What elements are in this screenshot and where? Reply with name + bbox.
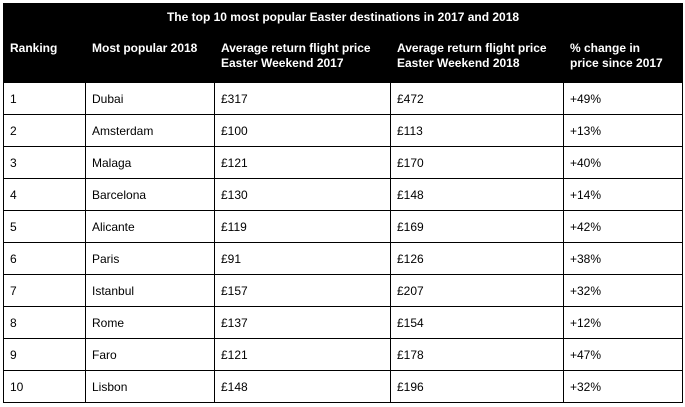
table-header-row: Ranking Most popular 2018 Average return… — [3, 30, 684, 83]
cell-destination: Alicante — [85, 210, 215, 243]
table-row: 8 Rome £137 £154 +12% — [3, 306, 684, 339]
cell-price-2017: £121 — [214, 338, 391, 371]
cell-ranking: 10 — [3, 370, 86, 403]
table-row: 2 Amsterdam £100 £113 +13% — [3, 114, 684, 147]
cell-ranking: 6 — [3, 242, 86, 275]
cell-price-2018: £148 — [390, 178, 564, 211]
cell-price-2017: £317 — [214, 82, 391, 115]
header-most-popular: Most popular 2018 — [85, 30, 215, 83]
cell-ranking: 8 — [3, 306, 86, 339]
table-row: 3 Malaga £121 £170 +40% — [3, 146, 684, 179]
cell-price-2018: £113 — [390, 114, 564, 147]
cell-destination: Malaga — [85, 146, 215, 179]
cell-price-2018: £178 — [390, 338, 564, 371]
cell-destination: Paris — [85, 242, 215, 275]
cell-destination: Faro — [85, 338, 215, 371]
cell-ranking: 7 — [3, 274, 86, 307]
cell-price-2018: £126 — [390, 242, 564, 275]
table-row: 5 Alicante £119 £169 +42% — [3, 210, 684, 243]
cell-price-2018: £170 — [390, 146, 564, 179]
table-title: The top 10 most popular Easter destinati… — [2, 3, 684, 31]
cell-price-2017: £137 — [214, 306, 391, 339]
cell-percent-change: +47% — [562, 338, 684, 371]
easter-destinations-table: The top 10 most popular Easter destinati… — [2, 3, 684, 403]
table-row: 6 Paris £91 £126 +38% — [3, 242, 684, 275]
cell-percent-change: +42% — [562, 210, 684, 243]
cell-percent-change: +32% — [562, 274, 684, 307]
cell-destination: Istanbul — [85, 274, 215, 307]
cell-price-2017: £100 — [214, 114, 391, 147]
cell-percent-change: +14% — [562, 178, 684, 211]
header-percent-change: % change in price since 2017 — [562, 30, 684, 83]
header-ranking: Ranking — [3, 30, 86, 83]
cell-price-2018: £472 — [390, 82, 564, 115]
cell-price-2017: £91 — [214, 242, 391, 275]
table-row: 9 Faro £121 £178 +47% — [3, 338, 684, 371]
table-body: 1 Dubai £317 £472 +49% 2 Amsterdam £100 … — [3, 82, 684, 403]
cell-price-2018: £169 — [390, 210, 564, 243]
cell-price-2017: £148 — [214, 370, 391, 403]
table-row: 7 Istanbul £157 £207 +32% — [3, 274, 684, 307]
cell-ranking: 2 — [3, 114, 86, 147]
header-line1: Average return flight price — [221, 41, 371, 55]
cell-price-2017: £130 — [214, 178, 391, 211]
cell-destination: Rome — [85, 306, 215, 339]
cell-ranking: 9 — [3, 338, 86, 371]
cell-destination: Dubai — [85, 82, 215, 115]
table-row: 1 Dubai £317 £472 +49% — [3, 82, 684, 115]
cell-price-2018: £207 — [390, 274, 564, 307]
header-line2: Easter Weekend 2017 — [221, 56, 344, 70]
cell-destination: Lisbon — [85, 370, 215, 403]
cell-percent-change: +12% — [562, 306, 684, 339]
header-price-2017: Average return flight price Easter Weeke… — [214, 30, 391, 83]
cell-percent-change: +32% — [562, 370, 684, 403]
cell-ranking: 1 — [3, 82, 86, 115]
header-line1: Average return flight price — [397, 41, 547, 55]
header-line1: Ranking — [10, 41, 58, 55]
cell-percent-change: +40% — [562, 146, 684, 179]
header-line2: price since 2017 — [570, 56, 663, 70]
cell-destination: Barcelona — [85, 178, 215, 211]
header-line1: % change in — [570, 41, 641, 55]
cell-destination: Amsterdam — [85, 114, 215, 147]
cell-price-2017: £119 — [214, 210, 391, 243]
cell-percent-change: +13% — [562, 114, 684, 147]
table-row: 4 Barcelona £130 £148 +14% — [3, 178, 684, 211]
cell-percent-change: +49% — [562, 82, 684, 115]
cell-price-2017: £157 — [214, 274, 391, 307]
header-line1: Most popular 2018 — [92, 41, 198, 55]
table-row: 10 Lisbon £148 £196 +32% — [3, 370, 684, 403]
header-price-2018: Average return flight price Easter Weeke… — [390, 30, 564, 83]
cell-percent-change: +38% — [562, 242, 684, 275]
cell-price-2017: £121 — [214, 146, 391, 179]
cell-price-2018: £154 — [390, 306, 564, 339]
cell-ranking: 5 — [3, 210, 86, 243]
cell-price-2018: £196 — [390, 370, 564, 403]
table-title-row: The top 10 most popular Easter destinati… — [2, 3, 684, 31]
cell-ranking: 3 — [3, 146, 86, 179]
cell-ranking: 4 — [3, 178, 86, 211]
header-line2: Easter Weekend 2018 — [397, 56, 520, 70]
